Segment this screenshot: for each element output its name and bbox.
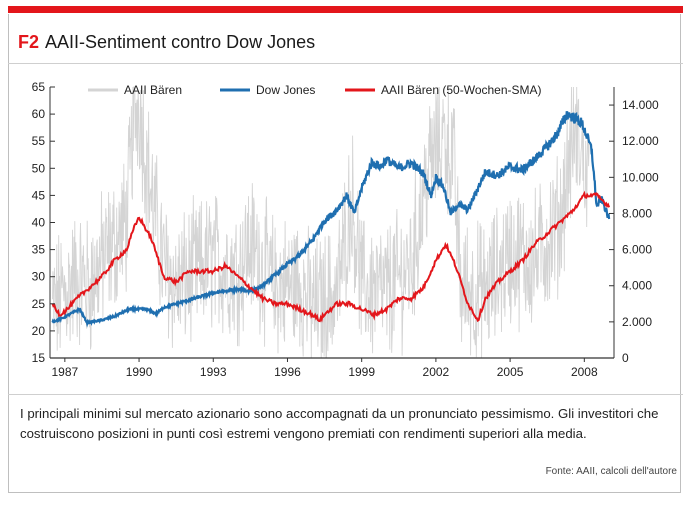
figure-code: F2 — [18, 32, 40, 52]
right-tick-label: 4.000 — [622, 279, 652, 293]
right-tick-label: 10.000 — [622, 170, 659, 184]
left-tick-label: 15 — [32, 351, 46, 365]
left-tick-label: 35 — [32, 243, 46, 257]
left-tick-label: 20 — [32, 324, 46, 338]
x-tick-label: 1987 — [51, 365, 78, 379]
x-tick-label: 1990 — [126, 365, 153, 379]
figure-title: F2 AAII-Sentiment contro Dow Jones — [18, 32, 315, 53]
legend-label: Dow Jones — [256, 83, 315, 97]
left-tick-label: 65 — [32, 80, 46, 94]
top-accent-bar — [8, 6, 683, 13]
figure-title-text: AAII-Sentiment contro Dow Jones — [45, 32, 316, 52]
right-tick-label: 0 — [622, 351, 629, 365]
x-tick-label: 1999 — [348, 365, 375, 379]
left-tick-label: 25 — [32, 297, 46, 311]
figure-frame — [8, 14, 681, 493]
chart-divider — [8, 394, 683, 395]
x-tick-label: 1996 — [274, 365, 301, 379]
title-divider — [8, 63, 683, 64]
right-tick-label: 6.000 — [622, 243, 652, 257]
series-dow-jones-line — [51, 111, 611, 328]
x-tick-label: 2008 — [571, 365, 598, 379]
x-tick-label: 2005 — [497, 365, 524, 379]
x-tick-label: 1993 — [200, 365, 227, 379]
left-tick-label: 55 — [32, 134, 46, 148]
left-tick-label: 45 — [32, 188, 46, 202]
legend-label: AAII Bären (50-Wochen-SMA) — [381, 83, 542, 97]
left-tick-label: 60 — [32, 107, 46, 121]
series-aaii-bears-sma-line — [51, 190, 611, 323]
left-tick-label: 40 — [32, 216, 46, 230]
left-tick-label: 30 — [32, 270, 46, 284]
source-note: Fonte: AAII, calcoli dell'autore — [545, 466, 677, 477]
x-tick-label: 2002 — [423, 365, 450, 379]
series-aaii-bears-weekly-line — [52, 86, 590, 359]
legend-label: AAII Bären — [124, 83, 182, 97]
right-tick-label: 2.000 — [622, 315, 652, 329]
right-tick-label: 12.000 — [622, 134, 659, 148]
chart: 15 20 25 30 35 40 45 50 55 60 65 0 2.000 4.000 6.000 8.… — [32, 80, 659, 379]
right-tick-label: 8.000 — [622, 206, 652, 220]
caption: I principali minimi sul mercato azionari… — [20, 406, 659, 441]
right-tick-label: 14.000 — [622, 98, 659, 112]
left-tick-label: 50 — [32, 161, 46, 175]
